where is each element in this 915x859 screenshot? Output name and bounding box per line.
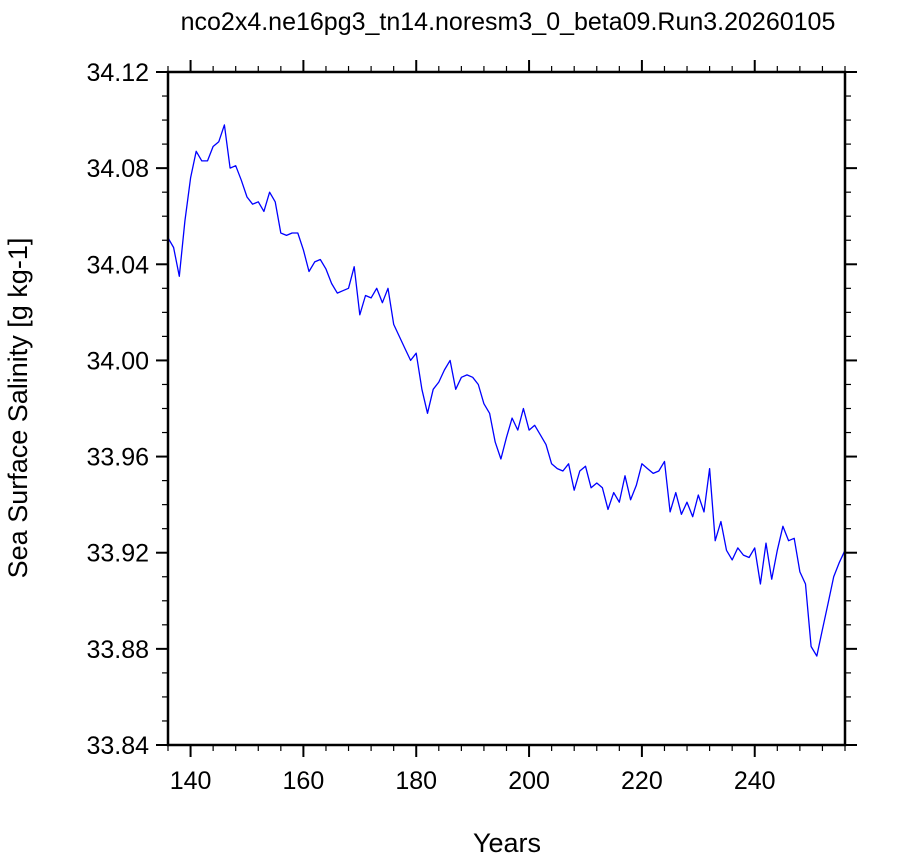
y-axis-label: Sea Surface Salinity [g kg-1] <box>3 238 33 579</box>
y-tick-label: 34.04 <box>86 251 149 279</box>
y-tick-label: 33.92 <box>86 540 149 568</box>
x-tick-label: 220 <box>621 767 663 795</box>
x-tick-label: 160 <box>283 767 325 795</box>
y-tick-label: 33.88 <box>86 636 149 664</box>
x-axis-label: Years <box>473 828 541 858</box>
y-tick-label: 34.00 <box>86 347 149 375</box>
x-tick-label: 140 <box>170 767 212 795</box>
y-tick-label: 34.08 <box>86 155 149 183</box>
x-axis: 140 160 180 200 220 240 <box>167 60 846 795</box>
chart-title: nco2x4.ne16pg3_tn14.noresm3_0_beta09.Run… <box>181 8 836 36</box>
x-tick-label: 240 <box>734 767 776 795</box>
y-tick-label: 33.96 <box>86 444 149 472</box>
y-tick-label: 34.12 <box>86 59 149 87</box>
plot-frame <box>166 70 847 747</box>
x-tick-label: 180 <box>395 767 437 795</box>
x-tick-label: 200 <box>508 767 550 795</box>
plot-area <box>166 70 847 747</box>
series-line-0 <box>167 124 846 657</box>
y-tick-label: 33.84 <box>86 732 149 760</box>
y-axis: 33.84 33.88 33.92 33.96 34.00 34.04 34.08 34.12 <box>86 59 857 760</box>
